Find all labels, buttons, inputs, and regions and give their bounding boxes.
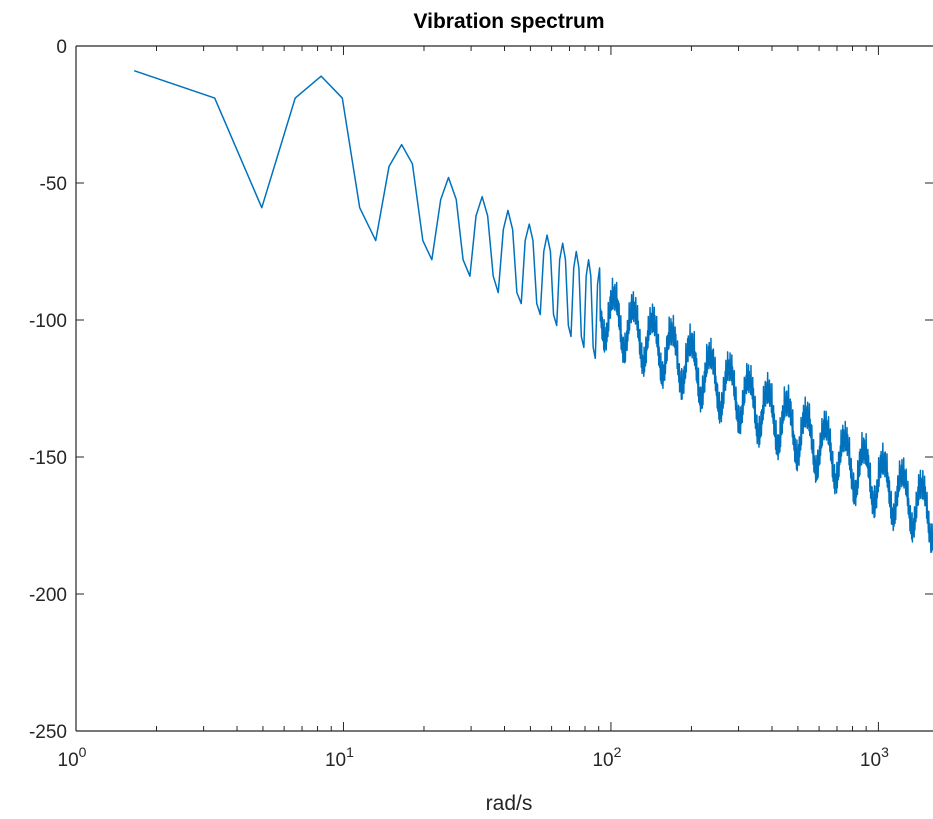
y-tick-label: -50: [40, 174, 67, 195]
y-tick-label: -150: [29, 448, 67, 469]
series-layer: [133, 69, 933, 554]
y-tick-label: 0: [56, 37, 67, 58]
axes-background: [76, 46, 933, 731]
series-line-0: [133, 69, 933, 554]
x-tick-label: 103: [860, 744, 889, 771]
x-tick-label: 101: [325, 744, 354, 771]
x-axis-label: rad/s: [486, 792, 533, 815]
y-tick-label: -100: [29, 311, 67, 332]
x-tick-label: 102: [592, 744, 621, 771]
y-tick-label: -250: [29, 722, 67, 743]
y-tick-label: -200: [29, 585, 67, 606]
x-tick-label: 100: [58, 744, 87, 771]
chart-title: Vibration spectrum: [414, 10, 605, 33]
